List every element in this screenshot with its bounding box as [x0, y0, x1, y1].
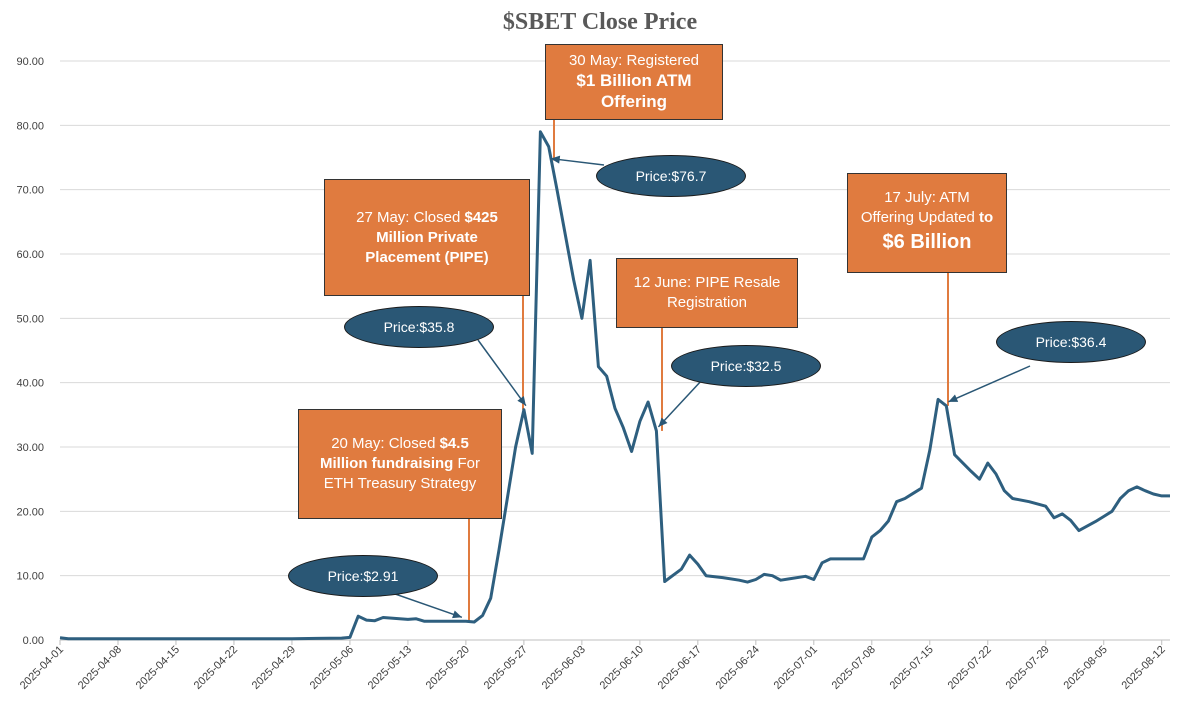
- annotation-line: Offering: [601, 92, 667, 113]
- y-tick-label: 30.00: [16, 442, 44, 454]
- x-axis-ticks: 2025-04-01 2025-04-08 2025-04-15 2025-04-22…: [18, 640, 1168, 692]
- annotation-text: $6 Billion: [882, 231, 972, 253]
- x-tick-label: 2025-07-15: [888, 644, 936, 692]
- y-tick-label: 50.00: [16, 313, 44, 325]
- arrowhead-p767: [550, 155, 561, 164]
- annotation-box-jun12: 12 June: PIPE Resale Registration: [616, 258, 798, 328]
- x-tick-label: 2025-07-08: [830, 644, 878, 692]
- x-tick-label: 2025-05-06: [308, 644, 356, 692]
- y-tick-label: 80.00: [16, 120, 44, 132]
- annotation-text: $1 Billion ATM: [576, 71, 692, 90]
- annotation-line: $6 Billion: [883, 228, 972, 258]
- y-tick-label: 90.00: [16, 56, 44, 68]
- arrow-p364: [948, 365, 1031, 403]
- annotation-text: For: [453, 455, 480, 472]
- annotation-text: 20 May: Closed: [331, 435, 440, 452]
- y-tick-label: 20.00: [16, 506, 44, 518]
- x-tick-label: 2025-04-29: [250, 644, 298, 692]
- annotation-line: 17 July: ATM: [884, 188, 970, 208]
- annotation-text: Offering Updated: [860, 209, 979, 226]
- price-label-p364: Price:$36.4: [996, 321, 1146, 363]
- annotation-box-may30: 30 May: Registered $1 Billion ATM Offering: [545, 44, 723, 120]
- annotation-text: Million fundraising: [320, 455, 454, 472]
- annotation-box-may27: 27 May: Closed $425 Million Private Placem…: [324, 179, 530, 296]
- x-tick-label: 2025-06-03: [540, 644, 588, 692]
- annotation-text: $4.5: [439, 435, 469, 452]
- x-tick-label: 2025-04-01: [18, 644, 66, 692]
- annotation-text: 27 May: Closed: [356, 208, 465, 226]
- annotation-text: to: [978, 209, 994, 226]
- y-tick-label: 10.00: [16, 571, 44, 583]
- arrow-p358: [477, 339, 527, 407]
- annotation-text: Offering: [600, 92, 668, 111]
- x-tick-label: 2025-05-20: [424, 644, 472, 692]
- series-line-close-price: [59, 130, 1170, 641]
- annotation-line: 20 May: Closed $4.5: [331, 434, 469, 454]
- annotation-line: Offering Updated to: [861, 208, 993, 228]
- x-tick-label: 2025-07-22: [946, 644, 994, 692]
- x-tick-label: 2025-06-24: [714, 644, 762, 692]
- annotation-box-may20: 20 May: Closed $4.5 Million fundraising F…: [298, 409, 502, 519]
- x-tick-label: 2025-06-10: [598, 644, 646, 692]
- x-tick-label: 2025-07-01: [772, 644, 820, 692]
- price-label-p358: Price:$35.8: [344, 306, 494, 348]
- annotation-text: 17 July: ATM: [884, 189, 970, 206]
- x-tick-label: 2025-04-15: [134, 644, 182, 692]
- annotation-text: Registration: [666, 294, 748, 311]
- annotation-line: 27 May: Closed $425: [356, 208, 498, 228]
- chart-title: $SBET Close Price: [503, 9, 698, 35]
- annotation-text: 12 June: PIPE Resale: [633, 274, 781, 291]
- y-tick-label: 70.00: [16, 185, 44, 197]
- price-label-p291: Price:$2.91: [288, 555, 438, 597]
- arrow-p325: [657, 379, 703, 428]
- arrowhead-p358: [517, 396, 526, 406]
- x-tick-label: 2025-08-05: [1062, 644, 1110, 692]
- price-label-p767: Price:$76.7: [596, 155, 746, 197]
- annotation-text: 30 May: Registered: [568, 52, 700, 69]
- x-tick-label: 2025-05-27: [482, 644, 530, 692]
- annotation-line: Million fundraising For: [320, 454, 480, 474]
- y-tick-label: 40.00: [16, 378, 44, 390]
- arrowhead-p325: [658, 417, 668, 427]
- annotation-line: $1 Billion ATM: [576, 71, 691, 92]
- x-tick-label: 2025-04-22: [192, 644, 240, 692]
- arrowhead-p364: [948, 394, 959, 402]
- arrowhead-p291: [452, 610, 462, 619]
- y-tick-label: 60.00: [16, 249, 44, 261]
- annotation-leaders: [468, 120, 949, 622]
- price-label-p325: Price:$32.5: [671, 345, 821, 387]
- x-tick-label: 2025-08-12: [1120, 644, 1168, 692]
- y-axis-ticks: 0.00 10.00 20.00 30.00 40.00 50.00 60.00 70.00 8…: [16, 56, 44, 647]
- annotation-text: $425: [464, 208, 498, 226]
- annotation-line: Registration: [667, 293, 747, 313]
- annotation-text: ETH Treasury Strategy: [323, 475, 477, 492]
- annotation-text: Million Private: [376, 228, 478, 246]
- x-tick-label: 2025-06-17: [656, 644, 704, 692]
- annotation-line: ETH Treasury Strategy: [324, 474, 477, 494]
- x-tick-label: 2025-04-08: [76, 644, 124, 692]
- annotation-text: Placement (PIPE): [365, 248, 489, 266]
- x-tick-label: 2025-05-13: [366, 644, 414, 692]
- annotation-box-jul17: 17 July: ATM Offering Updated to $6 Billio…: [847, 173, 1007, 273]
- x-tick-label: 2025-07-29: [1004, 644, 1052, 692]
- annotation-line: Placement (PIPE): [365, 248, 488, 268]
- annotation-line: Million Private: [376, 228, 478, 248]
- annotation-line: 12 June: PIPE Resale: [634, 273, 781, 293]
- annotation-line: 30 May: Registered: [569, 51, 699, 71]
- y-tick-label: 0.00: [23, 635, 44, 647]
